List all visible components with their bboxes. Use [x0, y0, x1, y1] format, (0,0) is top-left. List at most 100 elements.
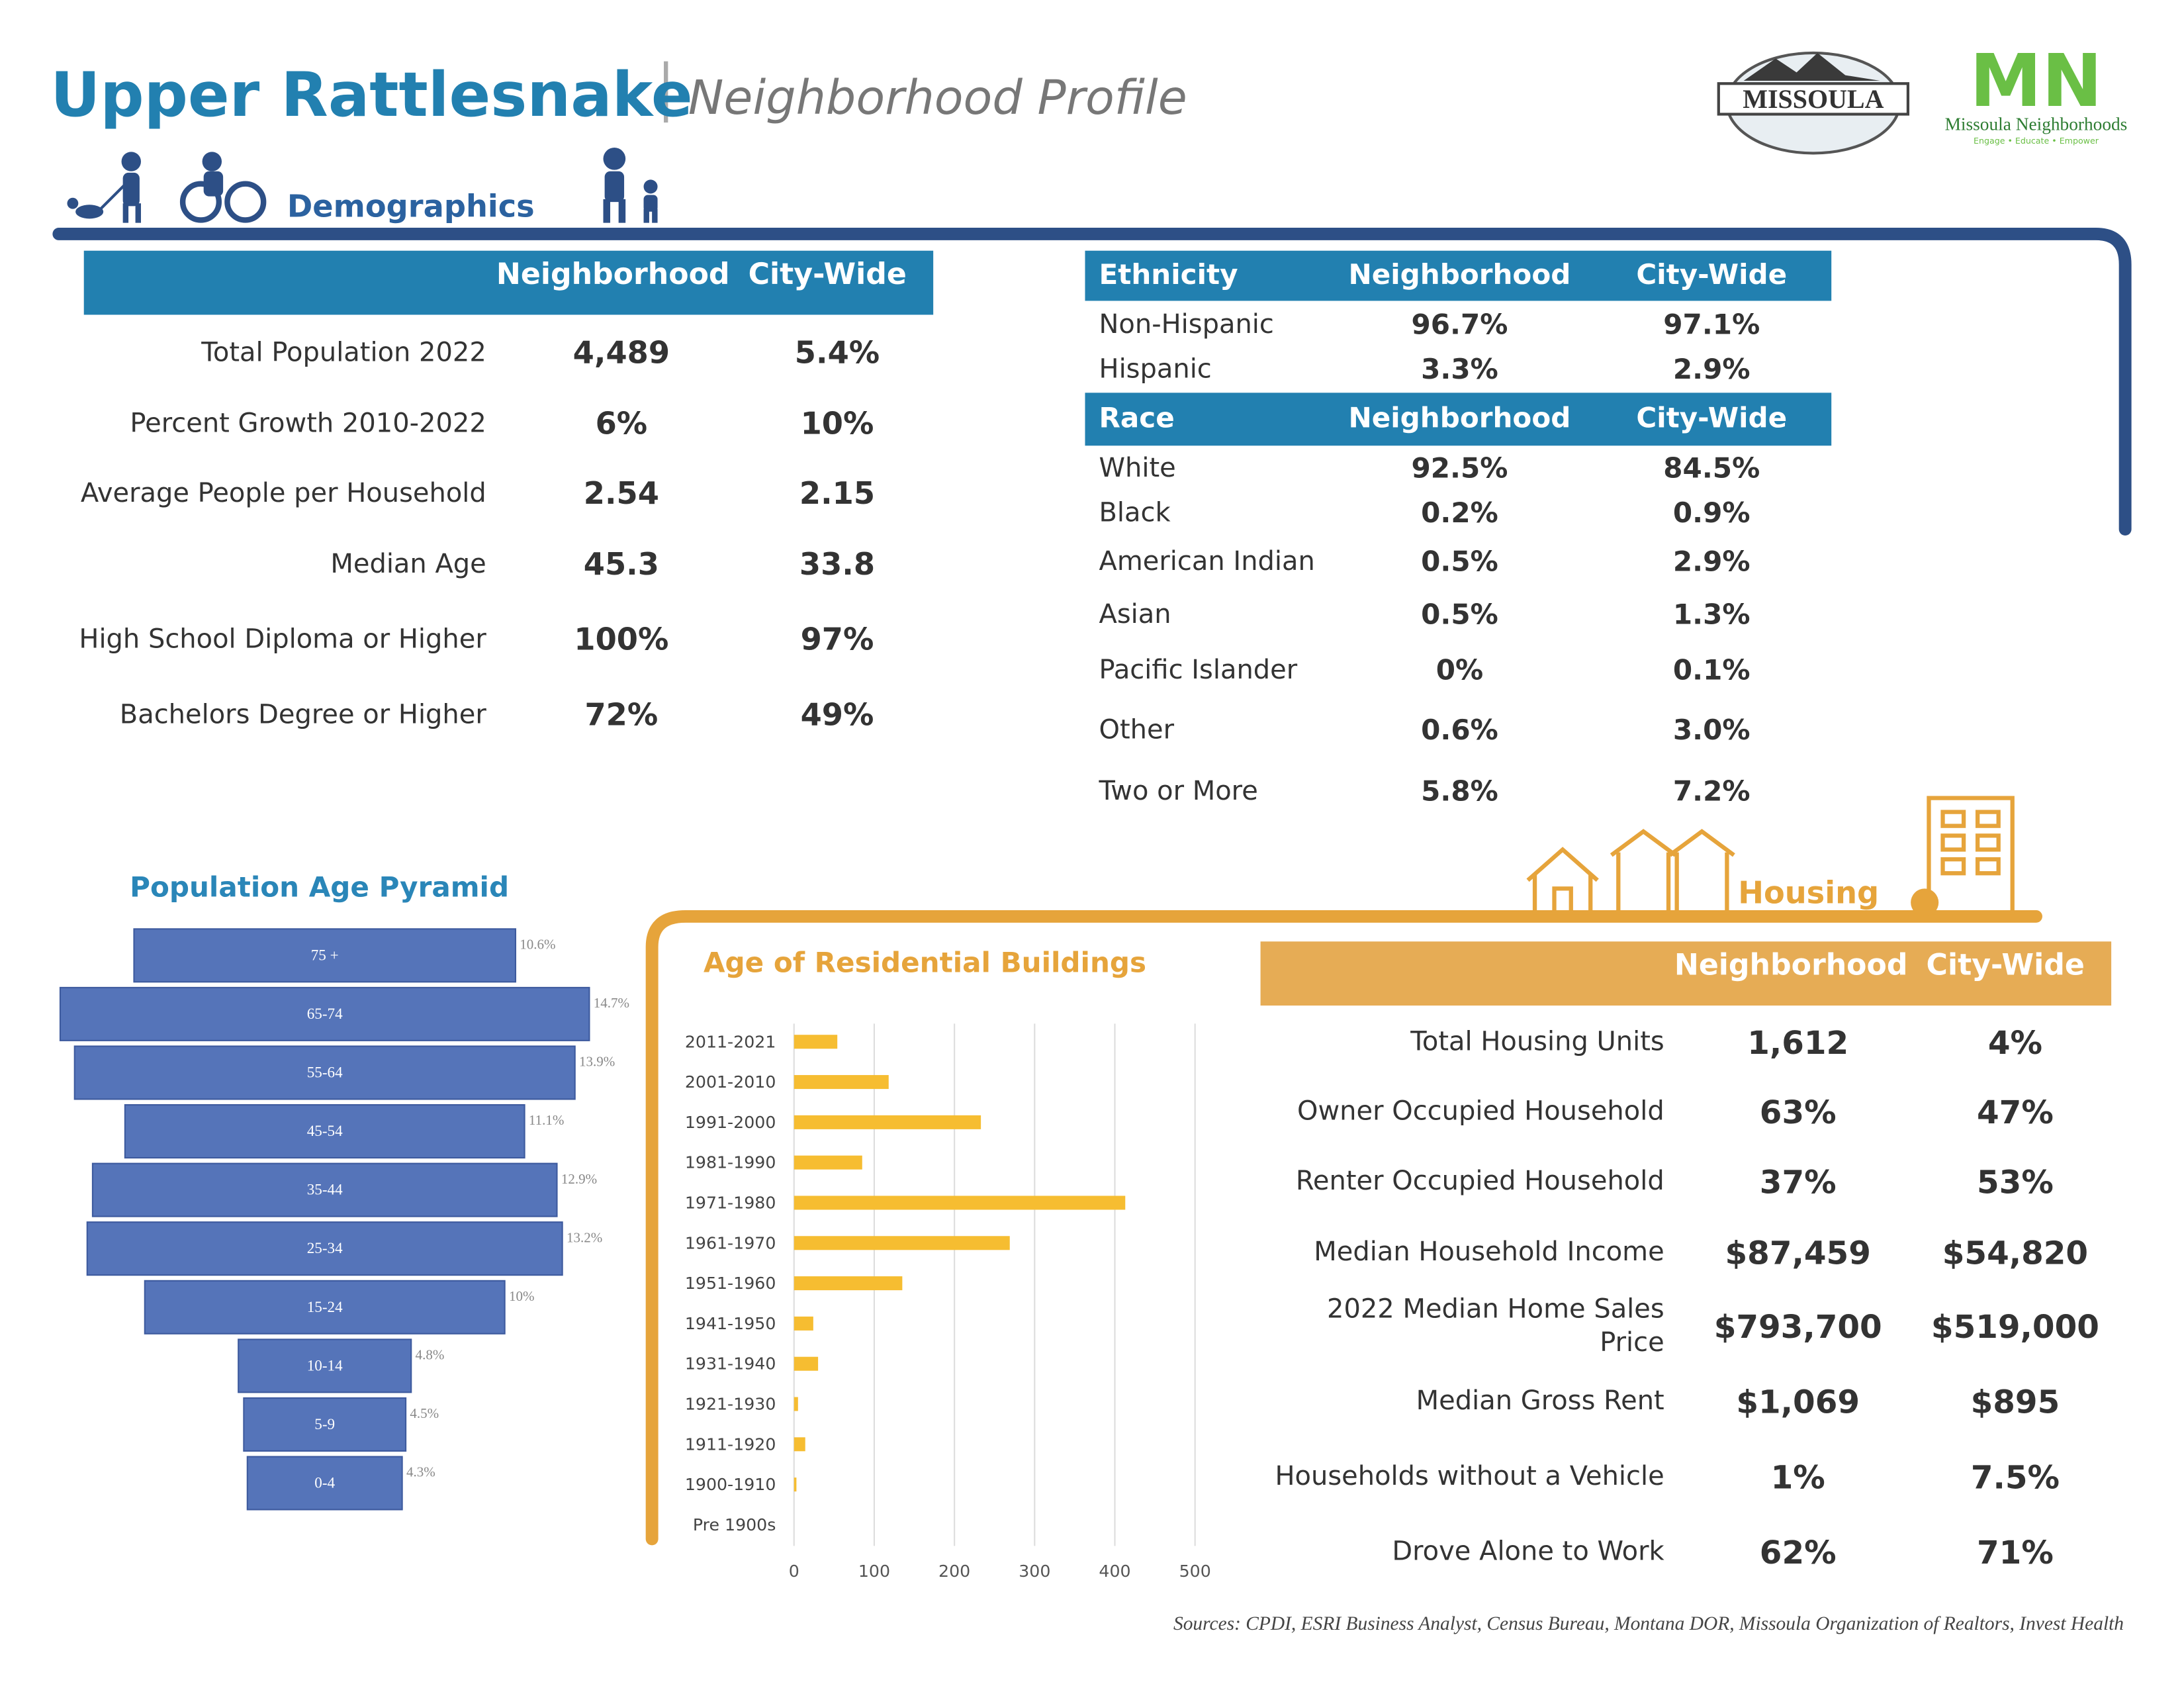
row-label: White	[1099, 453, 1176, 483]
table-header-bar	[1260, 941, 2112, 1006]
logo-text: MISSOULA	[1743, 84, 1884, 114]
row-label: Other	[1099, 714, 1175, 745]
bar	[794, 1196, 1126, 1210]
y-tick-label: 1900-1910	[685, 1475, 776, 1494]
y-tick-label: 1911-1920	[685, 1434, 776, 1454]
cell-value: $895	[1971, 1384, 2060, 1421]
cell-value: 0%	[1436, 654, 1483, 686]
cell-value: 53%	[1977, 1164, 2054, 1201]
row-label: Drove Alone to Work	[1392, 1536, 1664, 1568]
bar	[246, 1456, 403, 1511]
y-tick-label: 1931-1940	[685, 1354, 776, 1374]
mn-logo-tagline: Engage • Educate • Empower	[1974, 136, 2099, 146]
row-label: Percent Growth 2010-2022	[130, 408, 486, 439]
bar	[794, 1075, 889, 1090]
y-tick-label: 1951-1960	[685, 1274, 776, 1293]
cell-value: 97.1%	[1663, 308, 1760, 341]
y-tick-label: 2001-2010	[685, 1072, 776, 1092]
value-label: 13.2%	[567, 1229, 602, 1245]
row-label: High School Diploma or Higher	[79, 624, 486, 655]
cell-value: $793,700	[1714, 1309, 1882, 1346]
row-label: Renter Occupied Household	[1295, 1166, 1664, 1197]
cell-value: 1%	[1771, 1459, 1825, 1496]
bar	[794, 1356, 819, 1371]
cell-value: 2.9%	[1673, 353, 1751, 385]
row-label-box: Median Household Income	[1314, 1237, 1664, 1268]
row-label-box: Renter Occupied Household	[1295, 1166, 1664, 1197]
bar	[238, 1338, 412, 1393]
cell-value: 0.6%	[1421, 714, 1498, 746]
row-label: Pacific Islander	[1099, 655, 1298, 685]
row-label: Black	[1099, 497, 1171, 528]
bar	[794, 1236, 1010, 1250]
x-tick-label: 0	[789, 1562, 799, 1581]
category-label: 5-9	[314, 1416, 335, 1433]
chart-title: Population Age Pyramid	[130, 871, 509, 904]
table-header-bar	[1085, 393, 1832, 446]
column-header: City-Wide	[1636, 402, 1787, 434]
category-label: 35-44	[307, 1182, 343, 1199]
cell-value: 71%	[1977, 1534, 2054, 1571]
mn-logo-mark: MN	[1970, 38, 2102, 123]
cell-value: 62%	[1760, 1534, 1837, 1571]
column-header: City-Wide	[749, 258, 907, 291]
y-tick-label: 1981-1990	[685, 1153, 776, 1172]
row-label: Hispanic	[1099, 354, 1212, 385]
value-label: 4.5%	[410, 1405, 439, 1421]
cell-value: 0.9%	[1673, 496, 1751, 529]
column-header: Neighborhood	[496, 258, 730, 291]
cell-value: 4,489	[573, 334, 670, 370]
cell-value: $1,069	[1736, 1384, 1860, 1421]
y-tick-label: 1971-1980	[685, 1193, 776, 1212]
cell-value: 47%	[1977, 1094, 2054, 1131]
cell-value: 7.5%	[1971, 1459, 2060, 1496]
value-label: 12.9%	[561, 1171, 597, 1187]
sources: Sources: CPDI, ESRI Business Analyst, Ce…	[1173, 1613, 2124, 1634]
y-tick-label: 1991-2000	[685, 1113, 776, 1132]
bar	[243, 1397, 407, 1452]
category-label: 15-24	[307, 1299, 343, 1316]
value-label: 11.1%	[529, 1112, 565, 1128]
row-label: Households without a Vehicle	[1275, 1461, 1664, 1492]
section-heading: Demographics	[287, 188, 535, 224]
y-tick-label: 1921-1930	[685, 1395, 776, 1414]
row-label-box: 2022 Median Home Sales Price	[1327, 1294, 1664, 1358]
value-label: 4.3%	[406, 1464, 435, 1480]
row-label: Median Gross Rent	[1416, 1385, 1664, 1417]
blue-divider	[52, 227, 2132, 536]
row-label: Median Household Income	[1314, 1237, 1664, 1268]
cell-value: 84.5%	[1663, 451, 1760, 484]
column-header: Neighborhood	[1674, 949, 1908, 982]
cell-value: 3.0%	[1673, 714, 1751, 746]
row-label: Asian	[1099, 599, 1171, 630]
row-label: Bachelors Degree or Higher	[120, 699, 487, 729]
bar	[794, 1276, 903, 1291]
y-tick-label: 2011-2021	[685, 1032, 776, 1051]
cell-value: 5.8%	[1421, 775, 1498, 808]
category-label: 45-54	[307, 1123, 343, 1140]
bar	[59, 986, 590, 1041]
cell-value: 72%	[584, 696, 658, 732]
bar	[133, 928, 517, 983]
row-label: Median Age	[330, 549, 486, 579]
page-title: Upper Rattlesnake	[50, 59, 692, 130]
row-label: 2022 Median Home Sales Price	[1327, 1294, 1664, 1358]
cell-value: 1,612	[1747, 1025, 1848, 1062]
column-header: Neighborhood	[1349, 258, 1571, 291]
x-tick-label: 500	[1179, 1562, 1211, 1581]
category-label: 0-4	[314, 1475, 335, 1492]
bar	[124, 1104, 525, 1159]
mn-logo-name: Missoula Neighborhoods	[1945, 114, 2128, 134]
cell-value: 97%	[801, 622, 874, 657]
value-label: 10.6%	[520, 936, 555, 952]
cell-value: 5.4%	[795, 334, 880, 370]
cell-value: 4%	[1988, 1025, 2042, 1062]
x-tick-label: 300	[1019, 1562, 1050, 1581]
column-header: Ethnicity	[1099, 258, 1238, 291]
category-label: 65-74	[307, 1006, 343, 1023]
row-label-box: Total Housing Units	[1410, 1027, 1664, 1057]
column-header: Neighborhood	[1349, 402, 1571, 434]
category-label: 75 +	[311, 947, 339, 964]
cell-value: 0.2%	[1421, 496, 1498, 529]
